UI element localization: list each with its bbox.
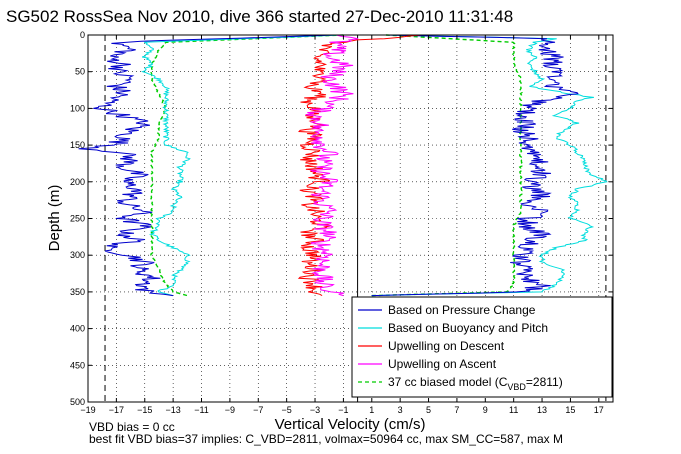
x-tick-label-18: 17 xyxy=(594,405,604,415)
series-0-descent-line xyxy=(78,34,337,297)
y-tick-label-3: 150 xyxy=(70,140,85,150)
legend-label-0: Based on Pressure Change xyxy=(388,303,536,317)
annotation-0: VBD bias = 0 cc xyxy=(89,420,175,434)
x-tick-label-15: 11 xyxy=(509,405,518,415)
y-axis-label: Depth (m) xyxy=(46,185,63,252)
x-tick-label-11: 3 xyxy=(398,405,403,415)
series-3-profile-line xyxy=(305,34,359,297)
legend-label-3: Upwelling on Ascent xyxy=(388,357,497,371)
y-tick-label-2: 100 xyxy=(70,103,85,113)
series-0-ascent-line xyxy=(371,34,579,297)
legend-label-suffix-4: =2811) xyxy=(526,375,563,389)
y-tick-label-7: 350 xyxy=(70,287,85,297)
series-1-descent-line xyxy=(140,34,344,297)
y-tick-label-8: 400 xyxy=(70,324,85,334)
x-tick-label-9: −1 xyxy=(338,405,348,415)
x-tick-label-16: 13 xyxy=(537,405,547,415)
x-tick-label-7: −5 xyxy=(282,405,292,415)
legend-box xyxy=(351,296,613,398)
x-tick-label-2: −15 xyxy=(137,405,152,415)
x-tick-label-13: 7 xyxy=(454,405,459,415)
series-1-ascent-line xyxy=(371,34,608,297)
x-tick-label-8: −3 xyxy=(310,405,320,415)
x-tick-label-14: 9 xyxy=(483,405,488,415)
y-tick-label-5: 250 xyxy=(70,214,85,224)
y-tick-label-9: 450 xyxy=(70,360,85,370)
x-tick-label-10: 1 xyxy=(369,405,374,415)
series-2-profile-line xyxy=(297,34,422,297)
series-4-ascent-line xyxy=(371,34,523,297)
axis-ticks: −19 −17 −15 −13 −11 −9 −7 −5 −3 −1 1 3 5 7 9 11 13 15 1705… xyxy=(70,30,613,415)
x-tick-label-3: −13 xyxy=(165,405,180,415)
chart-title: SG502 RossSea Nov 2010, dive 366 started… xyxy=(6,7,513,26)
x-tick-label-4: −11 xyxy=(194,405,209,415)
legend-label-1: Based on Buoyancy and Pitch xyxy=(388,321,548,335)
x-axis-label: Vertical Velocity (cm/s) xyxy=(275,416,426,433)
x-tick-label-12: 5 xyxy=(426,405,431,415)
legend: Based on Pressure Change Based on Buoyanc… xyxy=(351,296,613,398)
legend-label-2: Upwelling on Descent xyxy=(388,339,505,353)
x-tick-label-17: 15 xyxy=(565,405,575,415)
y-tick-label-0: 0 xyxy=(80,30,85,40)
annotation-1: best fit VBD bias=37 implies: C_VBD=2811… xyxy=(89,432,563,446)
y-tick-label-6: 300 xyxy=(70,250,85,260)
data-series xyxy=(78,34,608,297)
x-tick-label-6: −7 xyxy=(253,405,263,415)
x-tick-label-0: −19 xyxy=(80,405,95,415)
y-tick-label-4: 200 xyxy=(70,177,85,187)
y-tick-label-1: 50 xyxy=(75,67,85,77)
x-tick-label-5: −9 xyxy=(225,405,235,415)
y-tick-label-10: 500 xyxy=(70,397,85,407)
x-tick-label-1: −17 xyxy=(109,405,124,415)
legend-label-subscript-4: VBD xyxy=(507,382,526,392)
